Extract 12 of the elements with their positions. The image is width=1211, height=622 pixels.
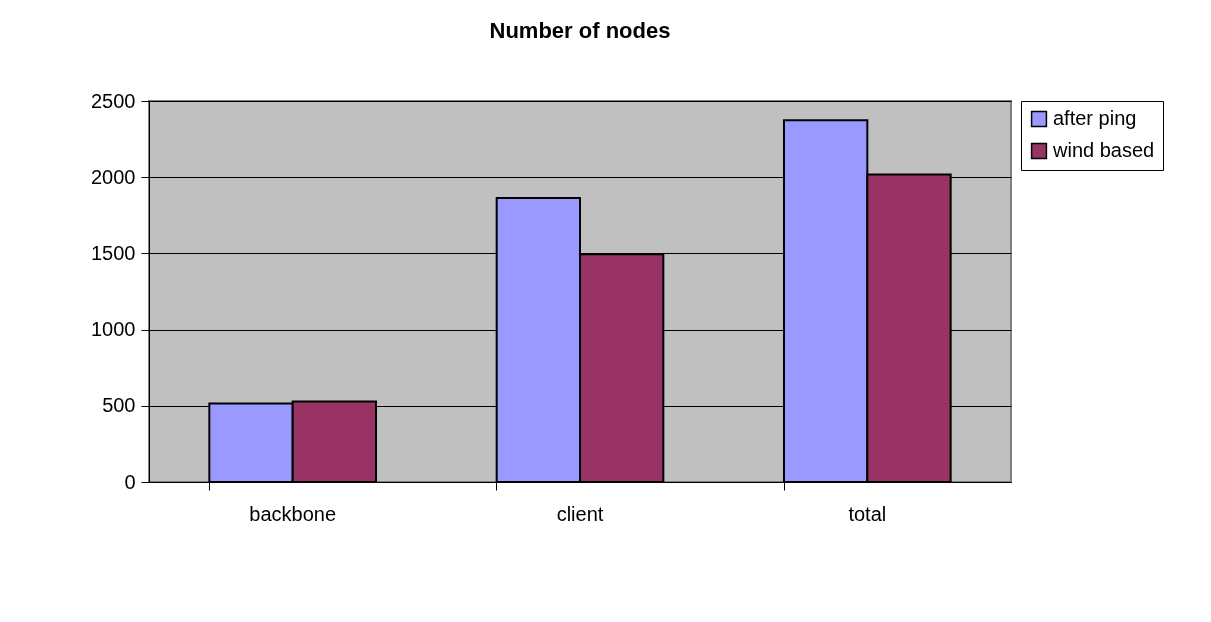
y-tick-label: 0 [124,470,136,493]
chart-title: Number of nodes [489,18,671,43]
x-tick-label: total [848,502,887,525]
x-tick-label: backbone [249,502,337,525]
y-tick-label: 2500 [91,89,136,112]
y-tick-label: 1500 [91,241,136,264]
y-tick-label: 2000 [91,165,136,188]
y-tick-label: 1000 [91,318,136,341]
legend-label: wind based [1052,139,1155,161]
y-tick-label: 500 [102,394,136,417]
x-tick-label: client [556,502,604,525]
legend-label: after ping [1053,107,1137,129]
